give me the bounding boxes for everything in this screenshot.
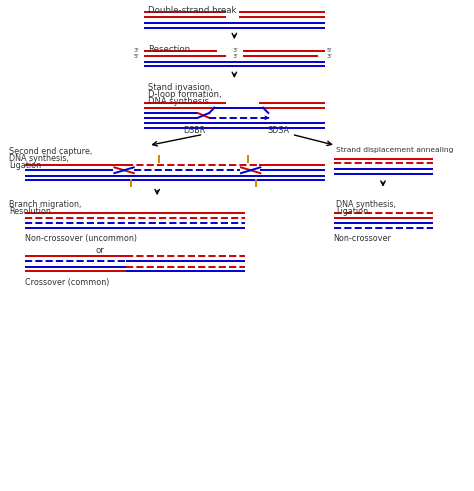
Text: Non-crossover: Non-crossover <box>334 234 392 243</box>
Text: Second end capture,: Second end capture, <box>9 147 92 156</box>
Text: DNA synthesis: DNA synthesis <box>148 97 210 106</box>
Text: 5': 5' <box>134 54 139 59</box>
Text: Stand invasion,: Stand invasion, <box>148 83 213 92</box>
Text: D-loop formation,: D-loop formation, <box>148 90 222 99</box>
Text: Strand displacement annealing: Strand displacement annealing <box>336 147 453 153</box>
Text: Ligation: Ligation <box>9 161 42 170</box>
Text: DNA synthesis,: DNA synthesis, <box>9 154 69 163</box>
Text: 3': 3' <box>134 48 139 54</box>
Text: Double-strand break: Double-strand break <box>148 6 237 15</box>
Text: 5': 5' <box>327 48 333 54</box>
Text: Branch migration,: Branch migration, <box>9 200 82 209</box>
Text: 3': 3' <box>327 54 333 59</box>
Text: or: or <box>95 246 104 255</box>
Text: Non-crossover (uncommon): Non-crossover (uncommon) <box>25 234 137 243</box>
Text: Resolution: Resolution <box>9 207 51 216</box>
Text: 3': 3' <box>232 54 238 59</box>
Text: DNA synthesis,: DNA synthesis, <box>336 200 396 209</box>
Text: SDSA: SDSA <box>267 126 290 135</box>
Text: Crossover (common): Crossover (common) <box>25 277 109 287</box>
Text: DSBR: DSBR <box>183 126 206 135</box>
Text: Resection: Resection <box>148 45 191 54</box>
Text: Ligation: Ligation <box>336 207 368 216</box>
Text: 3': 3' <box>232 48 238 54</box>
